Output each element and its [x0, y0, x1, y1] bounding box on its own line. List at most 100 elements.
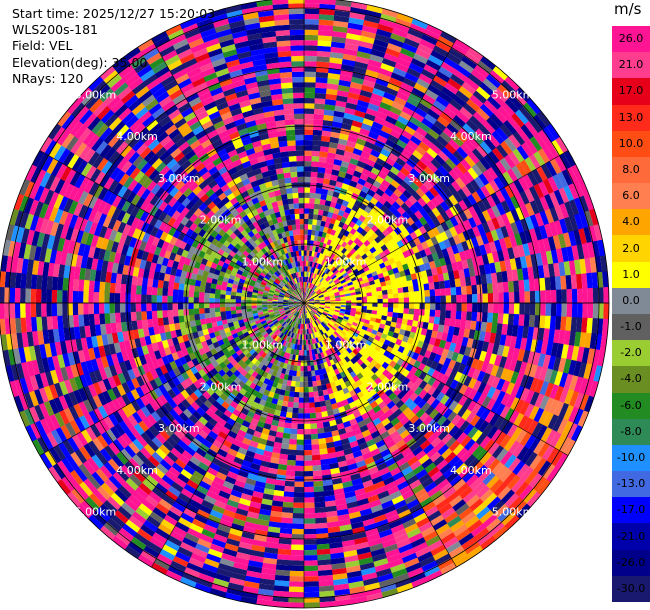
velocity-gate [386, 82, 401, 92]
velocity-gate [304, 76, 317, 83]
velocity-gate [305, 293, 308, 299]
velocity-gate [290, 423, 298, 429]
velocity-gate [528, 278, 536, 292]
velocity-gate [327, 78, 340, 85]
velocity-gate [368, 131, 380, 140]
velocity-gate [411, 18, 429, 30]
velocity-gate [406, 158, 417, 169]
velocity-gate [281, 438, 290, 445]
velocity-gate [482, 303, 489, 314]
velocity-gate [342, 256, 349, 263]
velocity-gate [329, 179, 337, 187]
velocity-gate [421, 117, 435, 129]
velocity-gate [407, 139, 419, 151]
velocity-gate [315, 193, 322, 200]
velocity-gate [603, 287, 609, 304]
velocity-gate [313, 268, 318, 274]
velocity-gate [332, 164, 342, 171]
velocity-gate [303, 408, 310, 414]
velocity-gate [333, 269, 340, 275]
velocity-gate [304, 61, 318, 67]
velocity-gate [603, 303, 609, 320]
velocity-gate [327, 251, 334, 258]
velocity-gate [349, 158, 359, 166]
velocity-gate [304, 287, 306, 293]
velocity-gate [317, 172, 325, 179]
velocity-gate [327, 211, 334, 219]
velocity-gate [307, 294, 311, 299]
velocity-gate [433, 316, 440, 325]
velocity-gate [508, 292, 515, 304]
velocity-gate [447, 78, 463, 91]
velocity-gate [539, 277, 546, 292]
velocity-gate [380, 13, 398, 24]
velocity-gate [461, 56, 478, 70]
velocity-gate [381, 192, 391, 201]
velocity-gate [367, 236, 375, 244]
velocity-gate [353, 230, 361, 238]
velocity-gate [299, 387, 304, 393]
velocity-gate [363, 163, 374, 172]
velocity-gate [339, 165, 349, 174]
velocity-gate [430, 296, 436, 304]
velocity-gate [451, 295, 457, 304]
velocity-gate [556, 303, 562, 318]
velocity-gate [356, 160, 367, 169]
velocity-gate [402, 162, 414, 173]
velocity-gate [316, 543, 330, 550]
velocity-gate [324, 200, 332, 207]
velocity-gate [324, 221, 331, 228]
velocity-gate [317, 438, 327, 445]
velocity-gate [408, 62, 424, 74]
velocity-gate [377, 294, 383, 300]
velocity-gate [456, 303, 462, 312]
velocity-gate [306, 245, 311, 251]
velocity-gate [289, 565, 304, 572]
velocity-gate [304, 40, 319, 46]
velocity-gate [404, 101, 418, 112]
velocity-gate [477, 60, 494, 75]
velocity-gate [424, 89, 440, 101]
velocity-gate [434, 169, 445, 181]
velocity-gate [388, 205, 398, 214]
velocity-gate [319, 264, 324, 271]
velocity-gate [313, 486, 324, 493]
velocity-gate [333, 110, 345, 118]
velocity-gate [415, 126, 429, 138]
velocity-gate [311, 375, 317, 382]
velocity-gate [329, 52, 345, 59]
velocity-gate [429, 289, 436, 297]
velocity-gate [392, 67, 408, 78]
velocity-gate [456, 294, 462, 304]
velocity-gate [523, 279, 530, 292]
velocity-gate [304, 197, 310, 204]
velocity-gate [319, 0, 337, 5]
velocity-gate [383, 120, 396, 130]
velocity-gate [335, 250, 342, 257]
velocity-gate [393, 143, 405, 154]
velocity-gate [303, 528, 317, 535]
velocity-gate [403, 125, 417, 136]
velocity-gate [514, 291, 520, 304]
velocity-gate [423, 180, 434, 191]
velocity-gate [344, 236, 351, 244]
velocity-gate [330, 252, 336, 259]
velocity-gate [425, 59, 442, 72]
velocity-gate [300, 355, 304, 361]
velocity-gate [460, 143, 473, 156]
velocity-gate [388, 152, 399, 163]
velocity-gate [487, 303, 494, 314]
velocity-gate [481, 312, 488, 323]
velocity-gate [298, 402, 304, 409]
velocity-gate [314, 230, 320, 237]
velocity-gate [303, 492, 315, 498]
velocity-gate [340, 69, 354, 77]
velocity-gate [314, 198, 321, 205]
velocity-gate [366, 4, 384, 14]
velocity-gate [389, 213, 398, 223]
velocity-gate [303, 481, 314, 488]
velocity-gate [312, 245, 317, 252]
velocity-gate [494, 88, 509, 103]
velocity-gate [304, 24, 320, 30]
velocity-gate [304, 161, 312, 167]
